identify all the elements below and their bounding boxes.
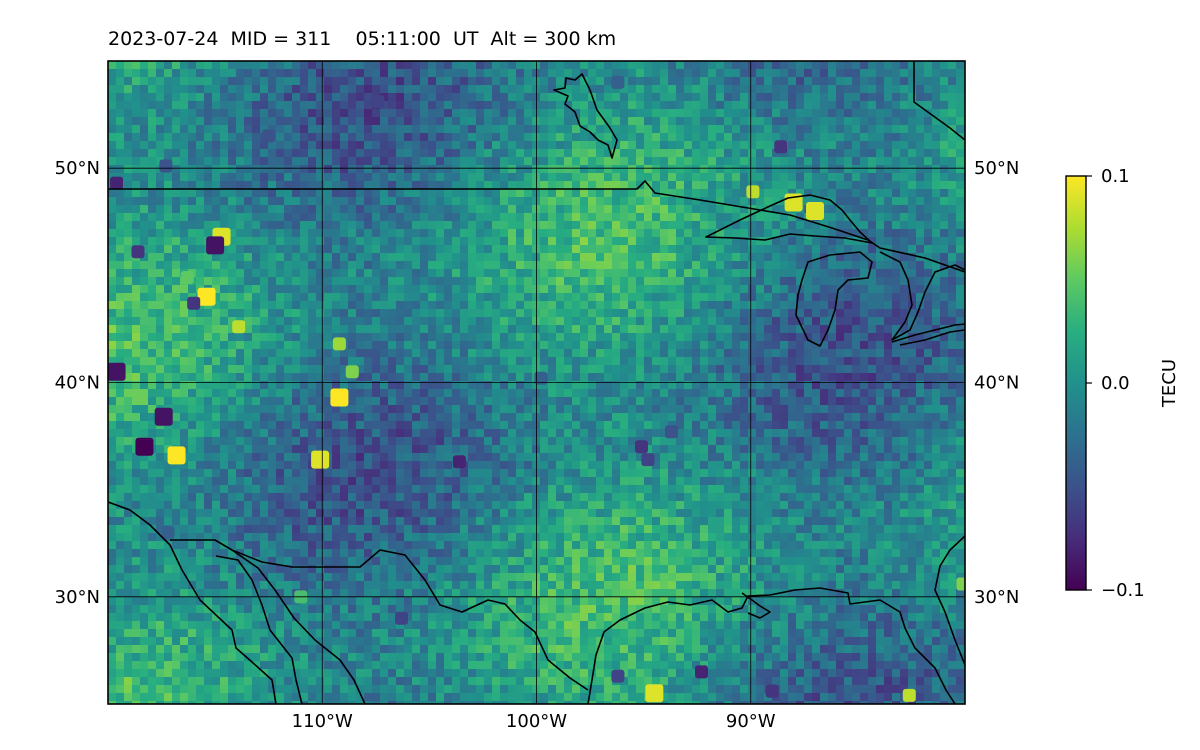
tec-anomaly-7 (345, 365, 359, 379)
tec-anomaly-27 (664, 425, 678, 439)
y-tick-label-left: 40°N (55, 373, 100, 394)
y-tick-label-left: 30°N (55, 587, 100, 608)
x-tick-label: 90°W (726, 711, 776, 732)
mississippi-delta (741, 592, 771, 619)
colorbar: 0.1 0.0 −0.1 TECU (1065, 166, 1180, 601)
tec-anomaly-30 (262, 129, 276, 143)
colorbar-gradient (1065, 175, 1087, 591)
lake-michigan (795, 251, 873, 347)
tec-anomaly-36 (534, 371, 548, 385)
map-panel (108, 61, 965, 704)
tec-anomaly-37 (161, 526, 175, 540)
tec-anomaly-34 (694, 665, 708, 679)
tec-anomaly-15 (902, 688, 916, 702)
lake-superior (705, 194, 873, 244)
colorbar-tick-label: 0.1 (1101, 166, 1130, 187)
tec-anomaly-33 (611, 669, 625, 683)
tec-anomaly-32 (395, 611, 409, 625)
tec-anomaly-31 (611, 75, 625, 89)
tec-anomaly-24 (452, 455, 466, 469)
tec-anomaly-12 (645, 684, 664, 703)
tec-anomaly-3 (232, 320, 246, 334)
tec-anomaly-13 (956, 577, 965, 591)
tec-cells (108, 61, 965, 704)
lake-outline (553, 73, 618, 159)
graticule (108, 61, 965, 704)
tec-anomaly-25 (634, 440, 648, 454)
tec-anomaly-9 (746, 185, 760, 199)
tec-anomaly-8 (167, 446, 186, 465)
latitude-ticks: 30°N 30°N 40°N 40°N 50°N 50°N (55, 158, 1020, 608)
hudson-bay-coast (913, 61, 965, 141)
colorbar-label: TECU (1159, 359, 1180, 408)
lake-erie (891, 323, 965, 346)
tec-anomaly-19 (187, 296, 201, 310)
tec-anomaly-20 (108, 362, 126, 381)
y-tick-label-right: 50°N (974, 158, 1019, 179)
tec-anomalies (108, 75, 965, 703)
x-tick-label: 110°W (292, 711, 353, 732)
colorbar-ticks: 0.1 0.0 −0.1 (1086, 166, 1145, 601)
gulf-of-california-west (215, 555, 303, 704)
tec-anomaly-28 (774, 140, 788, 154)
tec-anomaly-17 (154, 407, 173, 426)
us-mexico-border (231, 549, 589, 691)
florida-coast (934, 535, 965, 666)
tec-anomaly-18 (206, 236, 225, 255)
y-tick-label-right: 40°N (974, 373, 1019, 394)
x-tick-label: 100°W (506, 711, 567, 732)
tec-anomaly-4 (311, 450, 330, 469)
y-tick-label-left: 50°N (55, 158, 100, 179)
longitude-ticks: 110°W 100°W 90°W (292, 711, 776, 732)
colorbar-tick-label: 0.0 (1101, 373, 1130, 394)
gulf-coast (587, 587, 956, 704)
tec-anomaly-11 (806, 202, 825, 221)
lake-huron (879, 251, 965, 341)
tec-anomaly-0 (197, 287, 216, 306)
us-canada-border (108, 180, 965, 273)
map-title: 2023-07-24 MID = 311 05:11:00 UT Alt = 3… (108, 28, 617, 50)
y-tick-label-right: 30°N (974, 587, 1019, 608)
tec-anomaly-35 (765, 684, 779, 698)
tec-anomaly-21 (110, 176, 124, 190)
colorbar-tick-label: −0.1 (1101, 580, 1145, 601)
map-frame (107, 60, 966, 705)
tec-anomaly-5 (332, 337, 346, 351)
tec-anomaly-16 (135, 437, 154, 456)
tec-anomaly-6 (330, 388, 349, 407)
tec-anomaly-23 (131, 245, 145, 259)
tec-anomaly-22 (159, 159, 173, 173)
tec-anomaly-29 (371, 95, 385, 109)
tec-anomaly-2 (180, 270, 194, 284)
gulf-of-california-east (170, 539, 366, 704)
coastlines (108, 61, 965, 704)
tec-anomaly-26 (641, 453, 655, 467)
baja-coast (108, 501, 277, 704)
